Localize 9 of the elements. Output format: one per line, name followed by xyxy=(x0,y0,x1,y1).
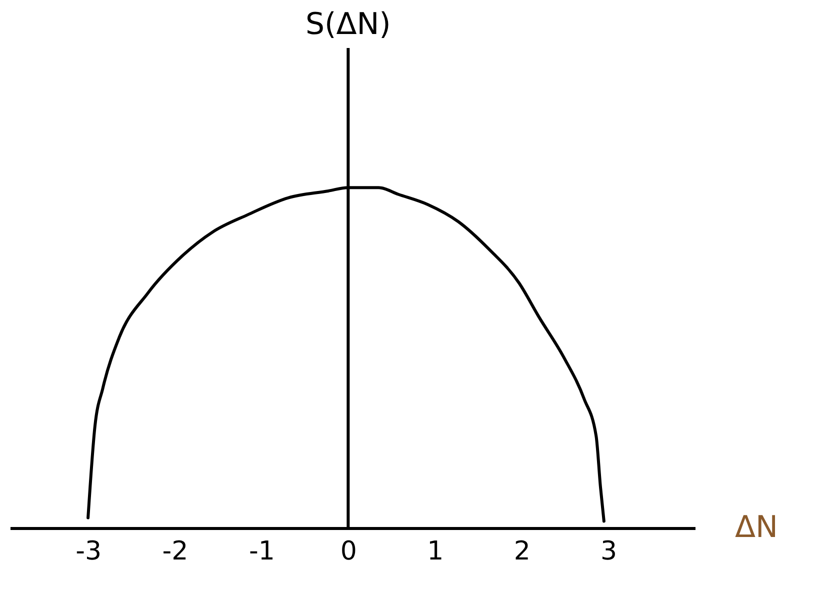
x-tick-label: 3 xyxy=(600,536,618,566)
x-tick-label: -3 xyxy=(76,536,102,566)
y-axis-title: S(ΔN) xyxy=(305,7,391,42)
x-tick-label: -1 xyxy=(248,536,275,566)
x-tick-label: 0 xyxy=(340,536,357,566)
x-tick-label: 1 xyxy=(427,536,444,566)
x-tick-label: -2 xyxy=(162,536,188,566)
x-tick-label: 2 xyxy=(514,536,530,566)
x-axis-title: ΔN xyxy=(735,510,778,545)
